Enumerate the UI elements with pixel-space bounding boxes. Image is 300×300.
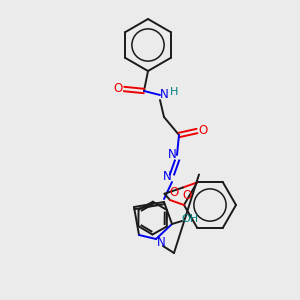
Text: N: N [163,170,171,184]
Text: O: O [169,185,178,199]
Text: N: N [160,88,168,101]
Text: H: H [170,87,178,97]
Text: OH: OH [182,214,199,224]
Text: O: O [182,189,192,202]
Text: N: N [168,148,176,161]
Text: O: O [113,82,123,95]
Text: N: N [157,236,165,250]
Text: O: O [198,124,208,137]
